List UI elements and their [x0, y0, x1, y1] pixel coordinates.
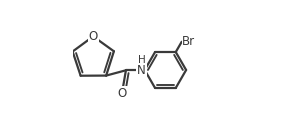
Text: O: O: [117, 87, 127, 100]
Text: O: O: [89, 30, 98, 43]
Text: Br: Br: [182, 35, 195, 48]
Text: H: H: [138, 55, 146, 65]
Text: N: N: [137, 64, 146, 77]
